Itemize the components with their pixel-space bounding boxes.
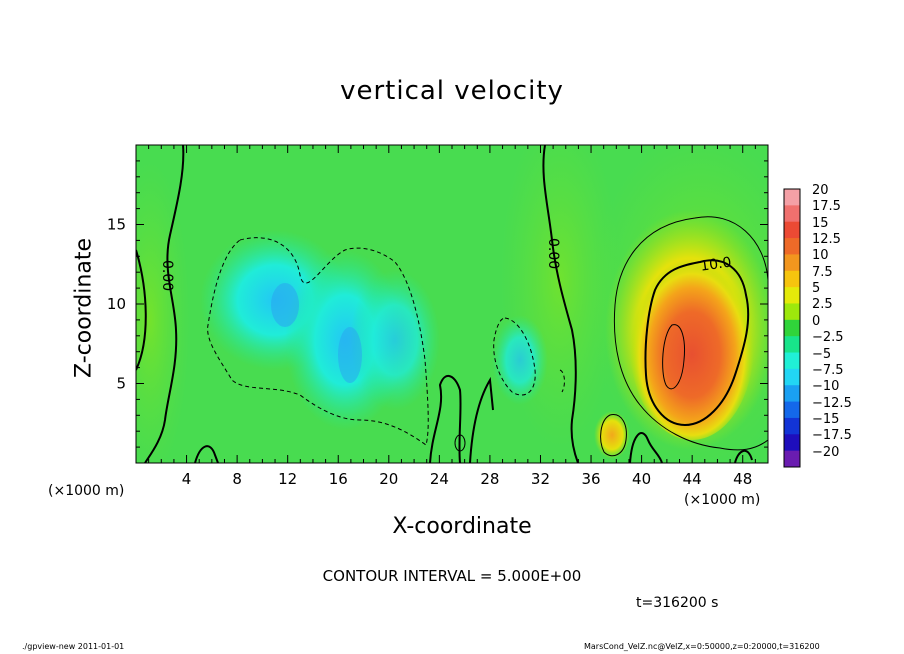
contour-label-3: 10.0 (699, 255, 732, 275)
contour-interval: CONTOUR INTERVAL = 5.000E+00 (322, 567, 582, 585)
colorbar-label: −12.5 (812, 395, 852, 411)
x-tick-label: 32 (531, 470, 550, 488)
zero-contour-bottom-3 (469, 376, 494, 463)
colorbar-label: −20 (812, 444, 840, 460)
x-axis-label: X-coordinate (392, 514, 532, 539)
small-contour (454, 434, 466, 452)
colorbar-swatch (784, 336, 800, 354)
footer-program: ./gpview-new 2011-01-01 (22, 642, 125, 651)
field-region-downdraft-3 (350, 270, 440, 410)
ten-contour (644, 259, 750, 427)
zero-contour-bottom-2 (429, 375, 462, 463)
colorbar-swatch (784, 401, 800, 419)
fifteen-contour (662, 324, 685, 390)
x-tick-label: 44 (683, 470, 702, 488)
colorbar-swatch (784, 238, 800, 255)
colorbar-frame (783, 188, 801, 468)
field-region-downdraft-core-1 (271, 283, 299, 327)
tick-marks (136, 145, 768, 463)
chart-title: vertical velocity (340, 76, 564, 106)
five-contour-small (600, 414, 627, 457)
zero-contour-left (144, 145, 185, 463)
colorbar-swatch (784, 303, 800, 321)
colorbar-swatch (784, 221, 800, 239)
five-contour (613, 216, 768, 451)
colorbar-swatch (784, 417, 800, 435)
colorbar-label: −17.5 (812, 428, 852, 444)
zero-contour-bottom-5 (734, 449, 753, 463)
colorbar-swatch (784, 270, 800, 288)
zero-contour-mid (542, 145, 579, 463)
field-region-updraft-small (594, 411, 630, 459)
y-axis-label: Z-coordinate (71, 238, 97, 378)
zero-contour-bottom-1 (194, 445, 219, 463)
x-tick-label: 12 (278, 470, 297, 488)
neg-contour-2 (493, 317, 536, 396)
x-tick-label: 4 (182, 470, 192, 488)
colorbar-label: 5 (812, 281, 821, 297)
x-tick-label: 20 (379, 470, 398, 488)
colorbar-label: 7.5 (812, 264, 833, 280)
colorbar-label: −15 (812, 411, 840, 427)
y-tick-label: 15 (107, 216, 126, 234)
x-tick-label: 24 (430, 470, 449, 488)
colorbar-label: 10 (812, 248, 829, 264)
colorbar-swatch (784, 319, 800, 337)
colorbar-label: −2.5 (812, 330, 844, 346)
colorbar-swatch (784, 254, 800, 272)
colorbar-label: −10 (812, 379, 840, 395)
colorbar-swatch (784, 189, 800, 206)
colorbar-swatch (784, 450, 800, 468)
contour-label-1: 0.00 (159, 260, 175, 291)
colorbar (783, 188, 801, 468)
x-unit-label-right: (×1000 m) (684, 492, 761, 508)
neg-contour-1 (207, 237, 429, 446)
colorbar-label: 0 (812, 313, 821, 329)
colorbar-swatch (784, 352, 800, 370)
x-unit-label-left: (×1000 m) (48, 483, 125, 499)
x-tick-label: 40 (632, 470, 651, 488)
colorbar-label: 20 (812, 183, 829, 198)
colorbar-label: 17.5 (812, 199, 841, 215)
x-tick-label: 28 (480, 470, 499, 488)
colorbar-label: −5 (812, 346, 832, 362)
y-tick-label: 5 (116, 375, 126, 393)
x-tick-label: 36 (581, 470, 600, 488)
x-tick-label: 48 (733, 470, 752, 488)
colorbar-label: 12.5 (812, 232, 841, 248)
colorbar-swatch (784, 205, 800, 223)
time-label: t=316200 s (636, 595, 719, 611)
colorbar-label: 2.5 (812, 297, 833, 313)
colorbar-swatch (784, 385, 800, 403)
colorbar-label: −7.5 (812, 362, 844, 378)
x-tick-label: 16 (329, 470, 348, 488)
colorbar-swatch (784, 368, 800, 386)
field-region-updraft (630, 250, 754, 440)
x-tick-label: 8 (232, 470, 242, 488)
neg-contour-3 (559, 369, 565, 393)
y-tick-label: 10 (107, 295, 126, 313)
field-region-downdraft-core-2 (338, 327, 362, 383)
zero-contour-bottom-4 (629, 432, 663, 463)
colorbar-swatch (784, 434, 800, 452)
colorbar-label: 15 (812, 215, 829, 231)
colorbar-swatch (784, 287, 800, 304)
contour-lines (136, 145, 768, 463)
heatmap-field: 0.00 0.00 10.0 (136, 145, 768, 463)
field-region-light-left (136, 160, 190, 463)
contour-label-group: 0.00 0.00 10.0 (159, 238, 732, 291)
zero-contour-left-edge (136, 249, 147, 371)
field-region-downdraft-4 (492, 315, 548, 405)
footer-source: MarsCond_VelZ.nc@VelZ,x=0:50000,z=0:2000… (584, 642, 820, 651)
contour-label-2: 0.00 (545, 238, 561, 269)
